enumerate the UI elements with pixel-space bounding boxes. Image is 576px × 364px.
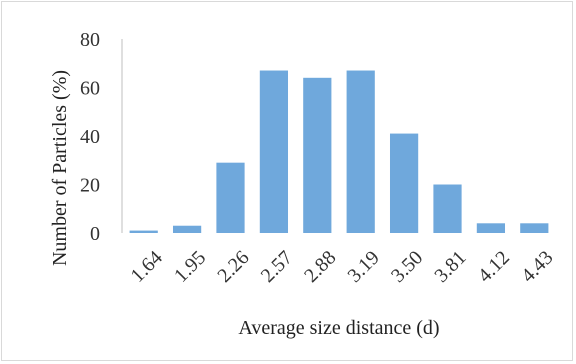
y-tick-label: 20 xyxy=(80,175,100,197)
x-tick-label: 3.19 xyxy=(344,247,384,287)
x-tick-label: 3.50 xyxy=(387,247,427,287)
bar-4.43 xyxy=(520,223,549,233)
bar-4.12 xyxy=(476,223,506,233)
bar-1.95 xyxy=(172,225,202,233)
y-tick-label: 80 xyxy=(80,29,100,51)
y-axis-title: Number of Particles (%) xyxy=(49,70,71,266)
bar-3.19 xyxy=(346,70,375,234)
bar-3.50 xyxy=(389,133,419,233)
x-tick-label: 1.95 xyxy=(170,247,210,287)
bar-2.88 xyxy=(303,77,332,233)
x-tick-label: 1.64 xyxy=(127,247,167,287)
x-tick-label: 2.88 xyxy=(300,247,340,287)
x-tick-label: 3.81 xyxy=(430,247,470,287)
x-tick-label: 4.43 xyxy=(517,247,557,287)
bar-2.26 xyxy=(216,162,245,233)
bar-1.64 xyxy=(129,230,158,233)
x-tick-label: 2.26 xyxy=(213,247,253,287)
y-tick-label: 60 xyxy=(80,78,100,100)
y-tick-label: 40 xyxy=(80,126,100,148)
y-tick-label: 0 xyxy=(90,223,100,245)
x-tick-label: 4.12 xyxy=(474,247,514,287)
bar-2.57 xyxy=(259,70,289,234)
x-axis-title: Average size distance (d) xyxy=(238,317,439,339)
bar-3.81 xyxy=(433,184,462,233)
x-tick-label: 2.57 xyxy=(257,247,297,287)
